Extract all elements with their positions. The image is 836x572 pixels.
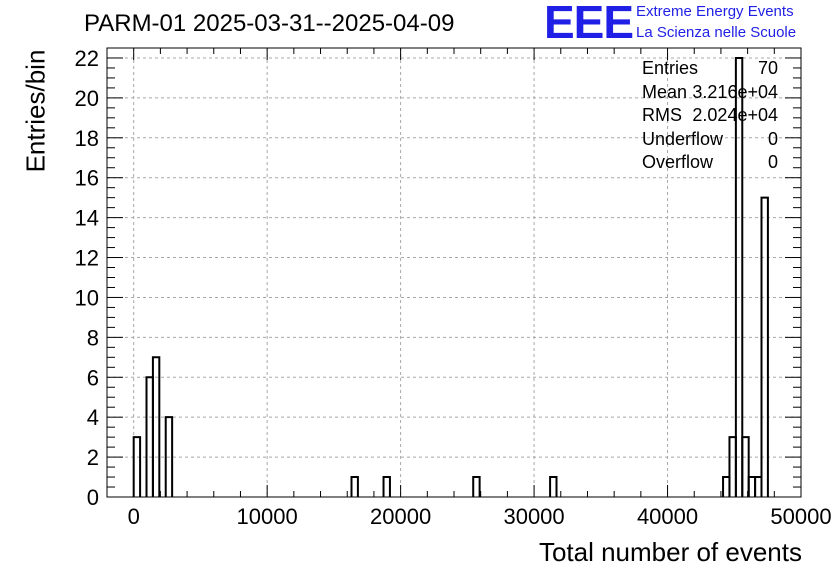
histogram-bin <box>164 416 174 497</box>
y-tick-label: 2 <box>87 445 99 470</box>
stat-value: 3.216e+04 <box>692 81 778 102</box>
histogram-bin <box>350 476 359 497</box>
stat-row-mean: Mean 3.216e+04 <box>640 82 780 106</box>
logo-line-1: Extreme Energy Events <box>636 3 794 20</box>
eee-logo: EEE <box>544 0 634 44</box>
y-tick-label: 18 <box>75 126 99 151</box>
x-tick-label: 10000 <box>237 504 298 529</box>
y-tick-label: 6 <box>87 365 99 390</box>
stat-value: 70 <box>757 58 778 78</box>
y-tick-label: 16 <box>75 166 99 191</box>
y-tick-label: 20 <box>75 86 99 111</box>
stat-label: Mean <box>642 81 688 102</box>
histogram-bin <box>734 56 744 497</box>
y-axis-label: Entries/bin <box>20 49 51 173</box>
stat-value: 0 <box>767 152 778 172</box>
x-tick-label: 40000 <box>637 504 698 529</box>
y-tick-label: 0 <box>87 485 99 510</box>
stat-row-overflow: Overflow 0 <box>640 152 780 176</box>
y-tick-label: 10 <box>75 285 99 310</box>
histogram-bins <box>132 56 769 497</box>
stat-value: 2.024e+04 <box>692 105 778 125</box>
stat-label: Entries <box>642 58 699 78</box>
logo-line-2: La Scienza nelle Scuole <box>636 24 797 41</box>
y-tick-label: 22 <box>75 46 99 71</box>
x-tick-label: 50000 <box>770 504 831 529</box>
histogram-bin <box>741 436 750 497</box>
histogram-bin <box>382 476 391 497</box>
tick-labels: 0 10000 20000 30000 40000 50000 0 2 4 6 8 10 12 14 16 1… <box>75 46 832 529</box>
stat-label: Underflow <box>642 128 724 149</box>
stat-value: 0 <box>767 128 778 149</box>
histogram-bin <box>760 196 769 497</box>
y-tick-label: 14 <box>75 206 99 231</box>
stat-row-entries: Entries 70 <box>640 58 780 82</box>
axis-ticks <box>106 47 802 498</box>
histogram-bin <box>151 356 161 497</box>
y-tick-label: 4 <box>87 405 99 430</box>
histogram-bin <box>549 476 558 497</box>
stats-box: Entries 70 Mean 3.216e+04 RMS 2.024e+04 … <box>640 58 780 176</box>
y-tick-label: 12 <box>75 246 99 271</box>
chart-title: PARM-01 2025-03-31--2025-04-09 <box>84 10 455 37</box>
histogram-bin <box>472 476 481 497</box>
x-tick-label: 20000 <box>370 504 431 529</box>
stat-label: Overflow <box>642 152 714 172</box>
y-tick-label: 8 <box>87 325 99 350</box>
histogram-bin <box>132 436 142 497</box>
stat-label: RMS <box>642 105 682 125</box>
logo-letters: EEE <box>544 0 633 44</box>
x-tick-label: 30000 <box>503 504 564 529</box>
x-tick-label: 0 <box>128 504 140 529</box>
x-axis-label: Total number of events <box>538 537 802 567</box>
stat-row-underflow: Underflow 0 <box>640 129 780 153</box>
stat-row-rms: RMS 2.024e+04 <box>640 105 780 129</box>
